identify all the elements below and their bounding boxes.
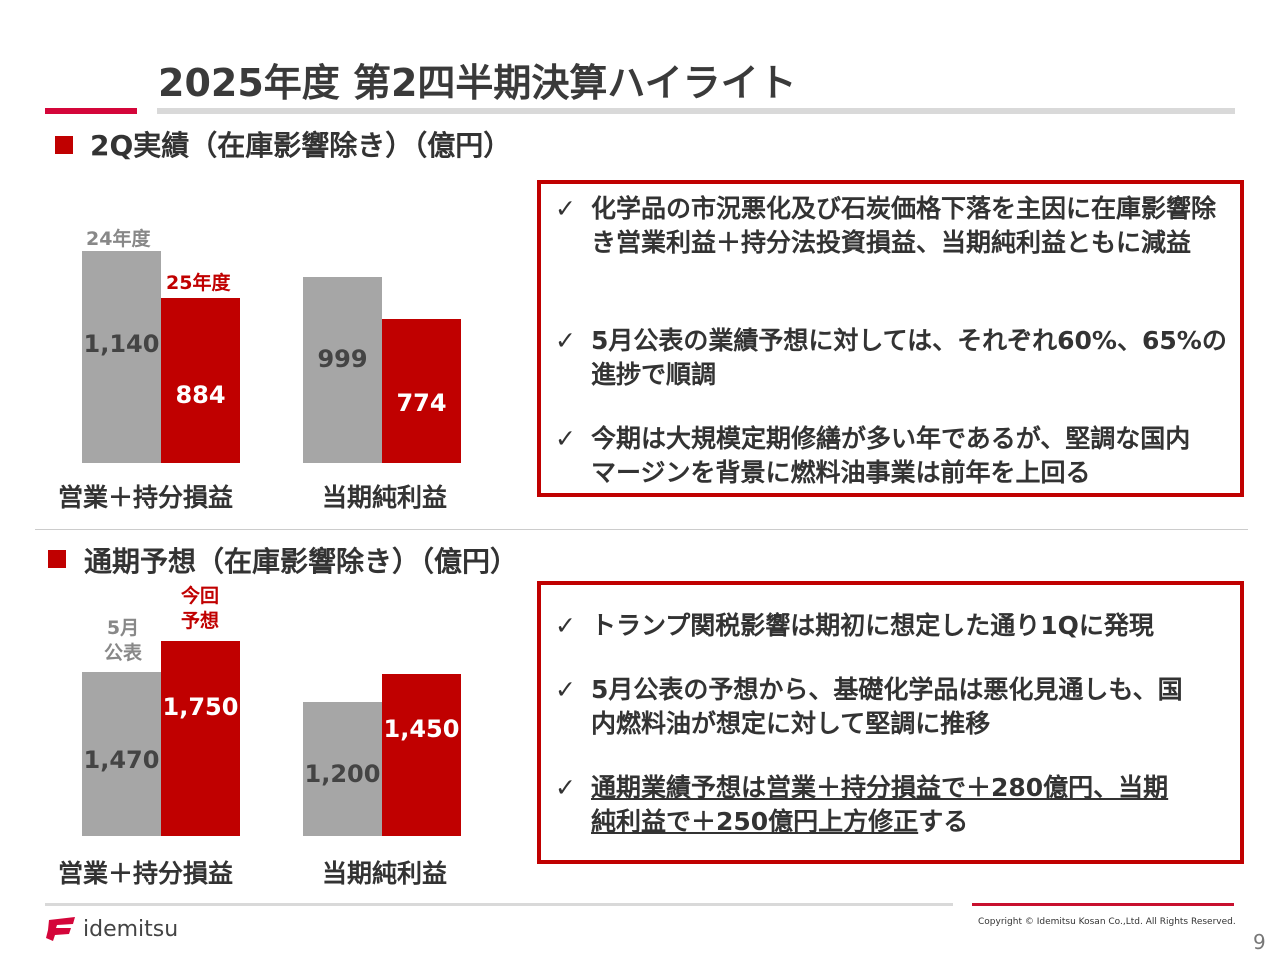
- bar: [382, 674, 461, 836]
- legend-25: 25年度: [166, 272, 231, 294]
- point-text: 今期は大規模定期修繕が多い年であるが、堅調な国内マージンを背景に燃料油事業は前年…: [591, 424, 1191, 487]
- footer-rule: [45, 903, 953, 906]
- idemitsu-logo: idemitsu: [45, 916, 178, 942]
- legend-text: 公表: [104, 642, 143, 664]
- footer-accent-rule: [972, 903, 1234, 906]
- section-bullet-icon: [55, 136, 73, 154]
- point: ✓ 5月公表の業績予想に対しては、それぞれ60%、65%の進捗で順調: [555, 324, 1231, 392]
- logo-text: idemitsu: [83, 916, 179, 942]
- point-text-underlined: 通期業績予想は営業＋持分損益で＋280億円、当期純利益で＋250億円上方修正: [591, 773, 1169, 836]
- section2-heading: 通期予想（在庫影響除き）（億円）: [84, 545, 519, 578]
- point: ✓ 今期は大規模定期修繕が多い年であるが、堅調な国内マージンを背景に燃料油事業は前…: [555, 422, 1191, 490]
- logo-mark-icon: [46, 917, 75, 941]
- legend-text: 今回: [181, 585, 220, 607]
- page-number: 9: [1253, 930, 1266, 954]
- point: ✓ 通期業績予想は営業＋持分損益で＋280億円、当期純利益で＋250億円上方修正す…: [555, 771, 1191, 839]
- check-icon: ✓: [555, 424, 576, 453]
- check-icon: ✓: [555, 773, 576, 802]
- category-label: 当期純利益: [322, 483, 448, 512]
- point-text: 5月公表の予想から、基礎化学品は悪化見通しも、国内燃料油が想定に対して堅調に推移: [591, 675, 1183, 738]
- summary-box-2: [537, 581, 1244, 864]
- section1-heading: 2Q実績（在庫影響除き）（億円）: [90, 129, 512, 162]
- check-icon: ✓: [555, 326, 576, 355]
- section-divider: [35, 529, 1248, 530]
- bar: [303, 702, 382, 836]
- point-text: 化学品の市況悪化及び石炭価格下落を主因に在庫影響除き営業利益＋持分法投資損益、当…: [591, 194, 1217, 257]
- legend-text: 予想: [181, 610, 220, 632]
- point-text: する: [918, 807, 969, 836]
- check-icon: ✓: [555, 675, 576, 704]
- point-text: 5月公表の業績予想に対しては、それぞれ60%、65%の進捗で順調: [591, 326, 1227, 389]
- data-label: 1,470: [83, 746, 160, 775]
- data-label: 1,450: [383, 715, 460, 743]
- bar: [82, 672, 161, 836]
- bar: [303, 276, 382, 463]
- data-label: 1,750: [162, 693, 239, 722]
- point-text: トランプ関税影響は期初に想定した通り1Qに発現: [591, 611, 1154, 640]
- legend-24: 24年度: [86, 228, 151, 250]
- check-icon: ✓: [555, 194, 576, 223]
- bar: [161, 641, 240, 836]
- title-rule: [157, 108, 1235, 114]
- section-bullet-icon: [48, 550, 66, 568]
- data-label: 1,140: [83, 330, 160, 359]
- data-label: 999: [317, 344, 368, 373]
- summary-box-1: [537, 180, 1244, 497]
- bar: [382, 318, 461, 463]
- data-label: 774: [396, 389, 447, 418]
- category-label: 営業＋持分損益: [58, 483, 234, 512]
- data-label: 884: [175, 381, 226, 410]
- bar: [161, 298, 240, 463]
- point: ✓ 5月公表の予想から、基礎化学品は悪化見通しも、国内燃料油が想定に対して堅調に推…: [555, 673, 1191, 741]
- bar: [82, 250, 161, 463]
- point: ✓ トランプ関税影響は期初に想定した通り1Qに発現: [555, 609, 1221, 643]
- check-icon: ✓: [555, 611, 576, 640]
- legend-may: 5月公表: [104, 616, 142, 666]
- category-label: 当期純利益: [322, 859, 448, 888]
- page-title: 2025年度 第2四半期決算ハイライト: [158, 61, 797, 105]
- data-label: 1,200: [304, 759, 381, 788]
- title-accent-rule: [45, 108, 137, 114]
- legend-text: 5月: [106, 617, 140, 639]
- category-label: 営業＋持分損益: [58, 859, 234, 888]
- point: ✓ 化学品の市況悪化及び石炭価格下落を主因に在庫影響除き営業利益＋持分法投資損益、…: [555, 192, 1221, 260]
- copyright: Copyright © Idemitsu Kosan Co.,Ltd. All …: [978, 917, 1236, 927]
- legend-current: 今回 予想: [181, 584, 219, 634]
